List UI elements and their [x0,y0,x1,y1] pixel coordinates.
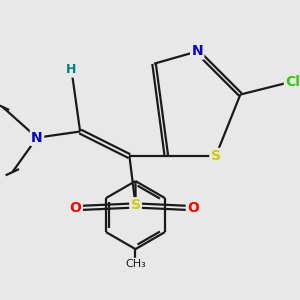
Text: H: H [66,63,77,76]
Text: N: N [31,131,43,145]
Text: S: S [130,199,141,212]
Text: O: O [70,201,82,215]
Text: N: N [191,44,203,58]
Text: O: O [187,201,199,215]
Text: S: S [211,149,221,163]
Text: CH₃: CH₃ [125,259,146,269]
Text: Cl: Cl [285,75,300,89]
